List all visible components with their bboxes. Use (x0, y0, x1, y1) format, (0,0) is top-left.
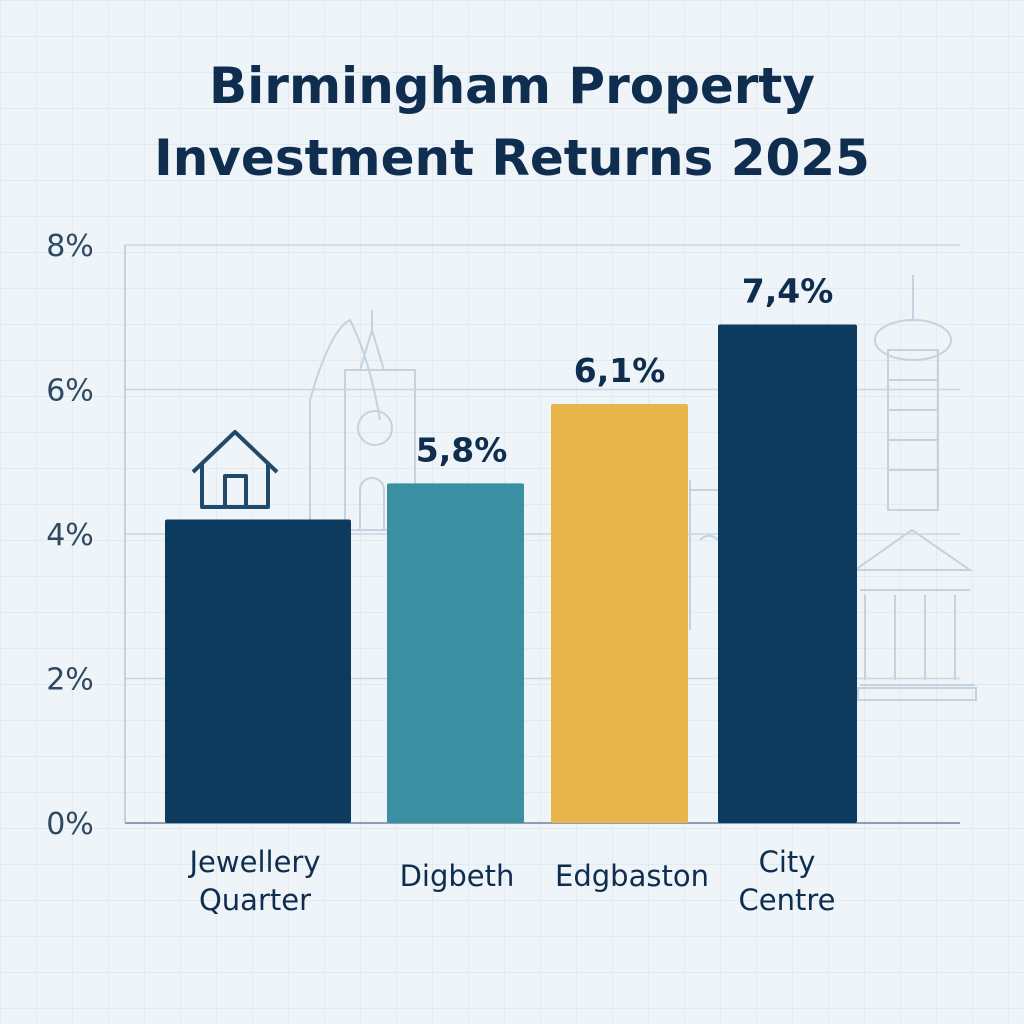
x-tick-label: City (759, 845, 816, 879)
x-tick-label: Digbeth (400, 859, 515, 893)
bar (387, 483, 524, 823)
bar (165, 519, 351, 823)
y-tick-label: 4% (46, 518, 94, 553)
data-label: 6,1% (574, 351, 666, 390)
x-tick-label: Jewellery (188, 845, 321, 879)
x-tick-label: Centre (739, 883, 836, 917)
house-icon (191, 430, 279, 509)
x-tick-label: Quarter (199, 883, 311, 917)
y-tick-label: 2% (46, 663, 94, 698)
y-tick-label: 6% (46, 374, 94, 409)
y-tick-label: 0% (46, 807, 94, 842)
x-tick-label: Edgbaston (555, 859, 709, 893)
bar (718, 324, 857, 823)
skyline-illustration (309, 275, 977, 701)
y-tick-label: 8% (46, 229, 94, 264)
data-label: 5,8% (416, 430, 508, 469)
chart-title: Birmingham Property Investment Returns 2… (154, 57, 870, 187)
bar (551, 403, 688, 823)
data-label: 7,4% (742, 271, 834, 310)
